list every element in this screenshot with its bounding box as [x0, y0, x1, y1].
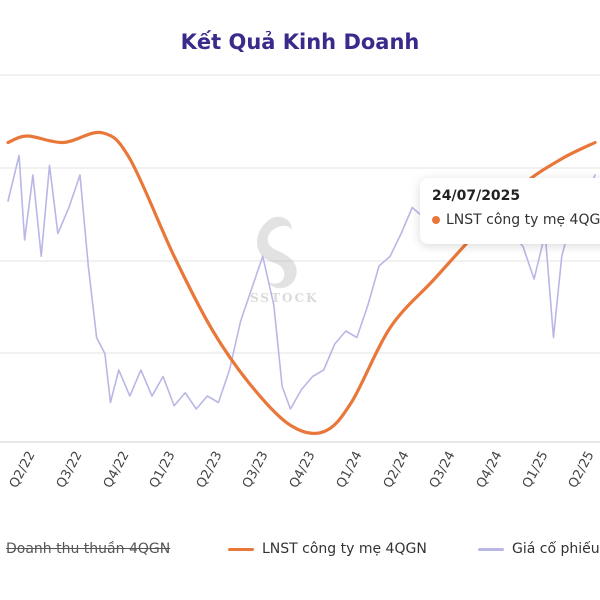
- x-tick-label: Q3/23: [240, 449, 272, 491]
- x-tick-label: Q4/22: [101, 449, 133, 491]
- legend-swatch: [228, 547, 254, 551]
- x-tick-label: Q2/23: [194, 449, 226, 491]
- legend-item-revenue[interactable]: Doanh thu thuần 4QGN: [0, 541, 170, 557]
- tooltip-date: 24/07/2025: [432, 188, 521, 204]
- grid-lines: [0, 74, 600, 443]
- chart-title: Kết Quả Kinh Doanh: [180, 30, 420, 54]
- x-tick-label: Q1/24: [334, 449, 366, 491]
- x-tick-label: Q2/25: [566, 449, 598, 491]
- x-tick-label: Q2/24: [381, 449, 413, 491]
- x-tick-label: Q3/22: [54, 449, 86, 491]
- x-tick-label: Q4/24: [474, 449, 506, 491]
- watermark-text: SSTOCK: [250, 291, 319, 305]
- tooltip-label: LNST công ty mẹ 4QGN: [446, 212, 600, 228]
- x-tick-label: Q2/22: [7, 449, 39, 491]
- x-tick-labels: Q2/22 Q3/22 Q4/22 Q1/23 Q2/23 Q3/23 Q4/23 Q1/24…: [7, 449, 598, 491]
- tooltip-color-dot: [432, 216, 440, 224]
- legend-label: Doanh thu thuần 4QGN: [6, 541, 171, 557]
- chart-legend: Doanh thu thuần 4QGN LNST công ty mẹ 4QG…: [0, 541, 600, 565]
- x-tick-label: Q4/23: [287, 449, 319, 491]
- x-tick-label: Q1/23: [147, 449, 179, 491]
- tooltip-row: LNST công ty mẹ 4QGN: [432, 212, 600, 228]
- legend-label: Giá cổ phiếu: [512, 541, 600, 557]
- x-tick-label: Q1/25: [520, 449, 552, 491]
- watermark-logo: [257, 216, 297, 289]
- legend-item-price[interactable]: Giá cổ phiếu: [478, 541, 600, 557]
- legend-swatch: [478, 547, 504, 551]
- x-tick-label: Q3/24: [427, 449, 459, 491]
- legend-item-profit[interactable]: LNST công ty mẹ 4QGN: [228, 541, 427, 557]
- legend-label: LNST công ty mẹ 4QGN: [262, 541, 427, 557]
- chart-tooltip: 24/07/2025 LNST công ty mẹ 4QGN: [420, 178, 600, 244]
